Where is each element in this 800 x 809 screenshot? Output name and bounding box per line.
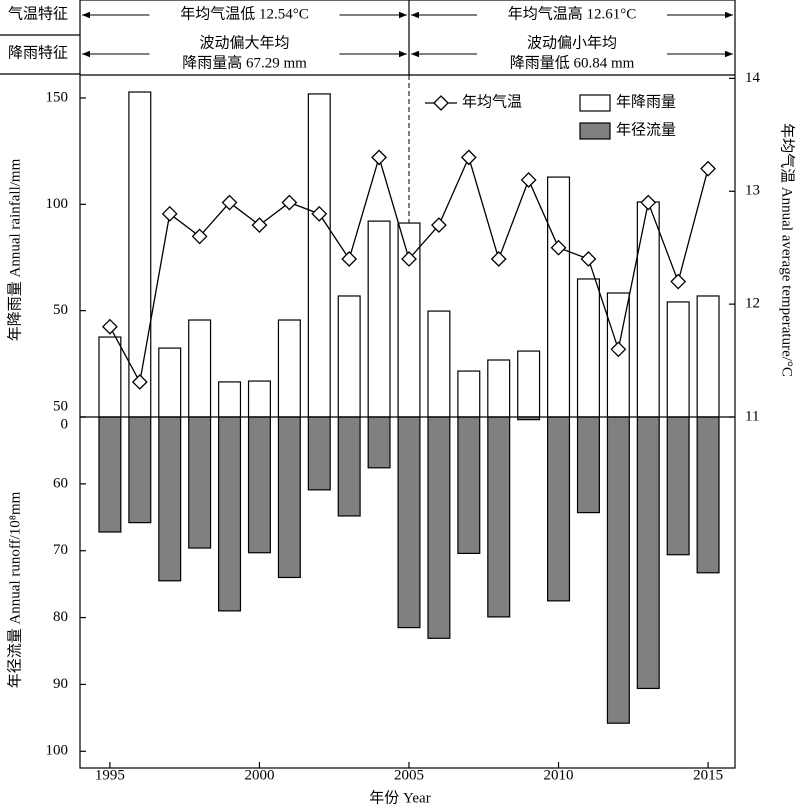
y3-tick-label: 70 (53, 542, 68, 558)
temperature-marker (640, 194, 657, 211)
runoff-bar (188, 416, 212, 549)
runoff-bar (606, 416, 630, 724)
header-text: 年均气温高 12.61°C (508, 5, 637, 22)
runoff-bar (547, 416, 571, 602)
header-text: 年均气温低 12.54°C (180, 5, 309, 22)
x-tick-label: 2005 (394, 767, 424, 783)
runoff-bar (367, 416, 391, 469)
rainfall-bar (487, 359, 511, 418)
temperature-marker (401, 251, 417, 267)
y-tick-label: 50 (53, 302, 68, 318)
header-text: 波动偏小年均 (527, 34, 617, 51)
rainfall-bar (307, 93, 331, 418)
temperature-marker (580, 251, 597, 267)
y3-tick-label: 80 (53, 609, 68, 625)
temperature-marker (460, 149, 477, 166)
y3-tick-label: 100 (46, 743, 69, 759)
legend-marker (433, 95, 449, 111)
rainfall-bar (457, 370, 481, 418)
temperature-marker (191, 228, 208, 245)
temperature-marker (311, 205, 328, 222)
y-tick-label: 100 (46, 196, 69, 212)
rainfall-bar (696, 295, 720, 418)
temperature-marker (670, 273, 687, 290)
rainfall-bar (218, 381, 242, 418)
rainfall-bar (547, 176, 571, 418)
rainfall-bar (367, 220, 391, 418)
header-text: 降雨量高 67.29 mm (182, 54, 307, 71)
legend-label: 年径流量 (616, 121, 676, 138)
temperature-marker (520, 172, 537, 188)
temperature-marker (251, 217, 268, 234)
runoff-bar (636, 416, 660, 690)
rainfall-bar (337, 295, 361, 418)
runoff-bar (457, 416, 481, 554)
temperature-marker (221, 194, 238, 211)
legend-swatch (579, 122, 611, 140)
header-text: 降雨量低 60.84 mm (510, 54, 635, 71)
x-tick-label: 2010 (544, 767, 574, 783)
runoff-bar (337, 416, 361, 517)
y3-tick-label: 90 (53, 676, 68, 692)
y2-axis-label: 年均气温 Annual average temperature/°C (779, 123, 796, 377)
x-tick-label: 2015 (693, 767, 723, 783)
runoff-bar (696, 416, 720, 574)
temperature-marker (610, 341, 627, 358)
runoff-bar (128, 416, 152, 524)
temperature-marker (341, 251, 358, 267)
frame (79, 0, 736, 769)
runoff-bar (427, 416, 451, 639)
rainfall-bar (576, 278, 600, 418)
rainfall-bar (247, 380, 271, 418)
runoff-bar (247, 416, 271, 554)
rainfall-bar (277, 319, 301, 418)
y3-tick-label: 50 (53, 398, 68, 414)
y-axis-label: 年降雨量 Annual rainfall/mm (6, 158, 23, 341)
temperature-marker (101, 318, 118, 335)
y-tick-label: 0 (61, 416, 69, 432)
header-label: 降雨特征 (8, 44, 68, 61)
rainfall-bar (636, 201, 660, 418)
y2-tick-label: 14 (745, 70, 761, 86)
y-tick-label: 150 (46, 89, 69, 105)
runoff-bar (397, 416, 421, 629)
temperature-marker (700, 160, 717, 177)
rainfall-bar (158, 347, 182, 418)
legend-swatch (579, 94, 611, 112)
runoff-bar (218, 416, 242, 612)
runoff-bar (277, 416, 301, 579)
temperature-marker (281, 194, 298, 211)
y3-axis-label: 年径流量 Annual runoff/10⁸mm (6, 491, 23, 688)
rainfall-bar (427, 310, 451, 418)
y2-tick-label: 11 (745, 408, 759, 424)
rainfall-bar (517, 350, 541, 418)
y2-tick-label: 13 (745, 183, 760, 199)
temperature-marker (371, 149, 388, 166)
x-tick-label: 2000 (244, 767, 274, 783)
header-label: 气温特征 (8, 5, 68, 22)
y2-tick-label: 12 (745, 296, 760, 312)
x-tick-label: 1995 (95, 767, 125, 783)
runoff-bar (576, 416, 600, 514)
runoff-bar (487, 416, 511, 618)
runoff-bar (307, 416, 331, 491)
legend-label: 年均气温 (462, 93, 522, 110)
rainfall-bar (188, 319, 212, 418)
temperature-marker (490, 251, 507, 267)
rainfall-bar (98, 336, 122, 418)
header-text: 波动偏大年均 (199, 34, 289, 51)
runoff-bar (98, 416, 122, 533)
runoff-bar (158, 416, 182, 582)
x-axis-label: 年份 Year (369, 789, 430, 806)
temperature-marker (131, 374, 148, 390)
temperature-marker (550, 239, 567, 256)
y3-tick-label: 60 (53, 475, 68, 491)
temperature-marker (161, 205, 178, 222)
rainfall-bar (666, 301, 690, 418)
runoff-bar (666, 416, 690, 556)
legend-label: 年降雨量 (616, 93, 676, 110)
temperature-marker (430, 217, 447, 234)
